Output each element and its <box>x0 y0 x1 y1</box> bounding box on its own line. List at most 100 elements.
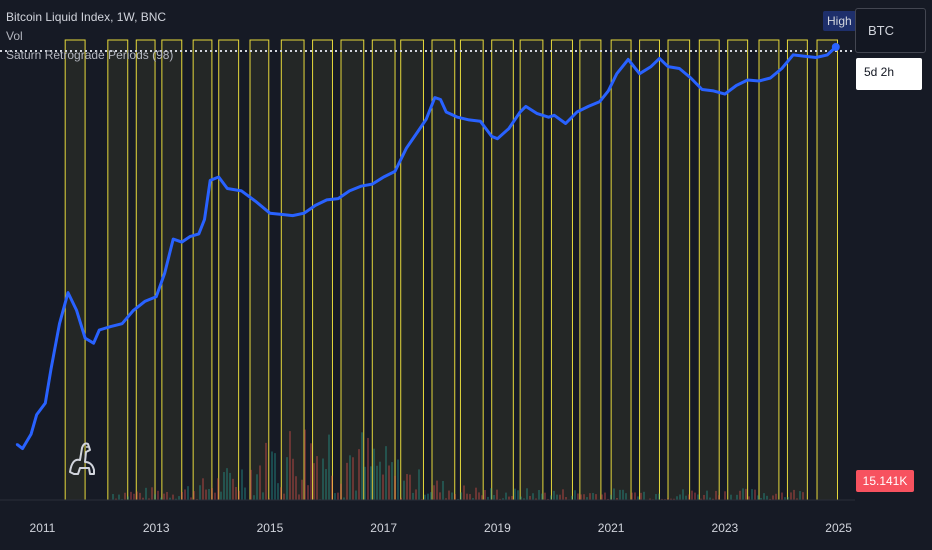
retrograde-period-4 <box>192 39 213 501</box>
volume-bar <box>430 492 432 500</box>
volume-bar <box>214 492 216 500</box>
data-point <box>382 176 385 178</box>
volume-bar <box>466 493 468 500</box>
volume-bar <box>382 474 384 500</box>
volume-bar <box>775 493 777 500</box>
data-point <box>359 185 362 188</box>
volume-bar <box>115 498 117 500</box>
volume-bar <box>391 462 393 500</box>
data-point <box>226 187 229 190</box>
volume-bar <box>712 498 714 500</box>
data-point <box>650 65 652 68</box>
volume-bar <box>340 483 342 500</box>
data-point <box>723 93 726 96</box>
data-point <box>180 241 183 244</box>
volume-bar <box>724 491 726 500</box>
volume-bar <box>166 492 168 500</box>
volume-bar <box>625 493 627 500</box>
volume-bar <box>160 497 162 500</box>
volume-bar <box>532 493 534 500</box>
volume-bar <box>511 496 513 500</box>
volume-bar <box>715 490 717 500</box>
volume-bar <box>178 496 180 500</box>
volume-bar <box>199 485 201 500</box>
volume-bar <box>202 478 204 500</box>
data-point <box>547 116 550 119</box>
data-point <box>479 120 482 123</box>
volume-bar <box>352 457 354 500</box>
data-point <box>371 183 374 186</box>
data-point <box>291 214 294 217</box>
volume-bar <box>640 492 642 500</box>
volume-bar <box>718 495 720 500</box>
data-point <box>507 127 510 130</box>
volume-bar <box>139 492 141 500</box>
volume-bar <box>265 442 267 500</box>
data-point <box>678 67 681 70</box>
volume-bar <box>622 489 624 500</box>
volume-bar <box>787 497 789 500</box>
volume-bar <box>283 493 285 500</box>
data-point <box>425 118 428 121</box>
price-series <box>15 43 840 451</box>
data-point <box>456 116 459 119</box>
volume-bar <box>421 498 423 500</box>
data-point <box>172 238 175 241</box>
retrograde-period-9 <box>340 39 365 501</box>
volume-bar <box>595 494 597 500</box>
volume-bar <box>364 466 366 500</box>
data-point <box>627 58 630 61</box>
volume-bar <box>187 486 189 500</box>
volume-bar <box>337 492 339 500</box>
symbol-panel[interactable]: BTC <box>855 8 926 53</box>
volume-bar <box>703 494 705 500</box>
volume-bar <box>235 486 237 500</box>
data-point <box>658 57 661 60</box>
data-point <box>314 204 317 207</box>
volume-bar <box>526 488 528 500</box>
volume-bar <box>610 494 612 500</box>
volume-bar <box>439 492 441 500</box>
volume-bar <box>367 437 369 500</box>
volume-bar <box>379 461 381 500</box>
volume-bar <box>331 475 333 500</box>
volume-bar <box>478 492 480 500</box>
volume-bar <box>151 487 153 500</box>
volume-bar <box>277 483 279 500</box>
countdown-label: 5d 2h <box>864 65 895 79</box>
volume-bar <box>229 472 231 500</box>
volume-bar <box>445 498 447 500</box>
volume-bar <box>481 495 483 500</box>
volume-bar <box>181 492 183 500</box>
volume-bar <box>307 485 309 500</box>
legend-volume[interactable]: Vol <box>6 29 23 43</box>
volume-bar <box>580 494 582 500</box>
retrograde-period-18 <box>610 39 632 501</box>
data-point <box>524 105 527 108</box>
volume-bars <box>112 429 804 500</box>
volume-bar <box>205 489 207 500</box>
volume-bar <box>394 475 396 500</box>
legend-indicator[interactable]: Saturn Retrograde Periods (98) <box>6 48 174 62</box>
volume-bar <box>343 497 345 500</box>
volume-bar <box>505 492 507 500</box>
data-point <box>189 235 192 238</box>
volume-bar <box>322 458 324 500</box>
volume-bar <box>799 491 801 500</box>
volume-bar <box>607 498 609 500</box>
volume-bar <box>643 491 645 500</box>
volume-bar <box>691 490 693 500</box>
tradingview-logo-icon[interactable] <box>66 440 100 476</box>
volume-bar <box>586 497 588 500</box>
volume-bar <box>670 498 672 500</box>
data-point <box>769 77 772 79</box>
volume-bar <box>571 495 573 500</box>
volume-bar <box>487 496 489 500</box>
volume-bar <box>220 491 222 500</box>
volume-bar <box>133 493 135 500</box>
data-point <box>519 111 522 113</box>
volume-bar <box>346 462 348 500</box>
volume-bar <box>250 469 252 500</box>
volume-bar <box>748 496 750 500</box>
